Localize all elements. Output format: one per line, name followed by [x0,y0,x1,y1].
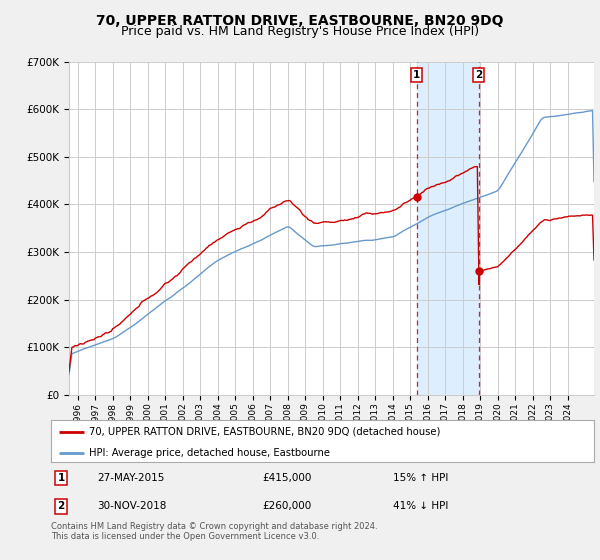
Text: 70, UPPER RATTON DRIVE, EASTBOURNE, BN20 9DQ: 70, UPPER RATTON DRIVE, EASTBOURNE, BN20… [96,14,504,28]
Text: 1: 1 [58,473,65,483]
Text: 2: 2 [58,501,65,511]
Bar [417,62,479,395]
Text: 70, UPPER RATTON DRIVE, EASTBOURNE, BN20 9DQ (detached house): 70, UPPER RATTON DRIVE, EASTBOURNE, BN20… [89,427,440,437]
Text: 1: 1 [413,70,421,80]
Text: HPI: Average price, detached house, Eastbourne: HPI: Average price, detached house, East… [89,448,330,458]
Text: 30-NOV-2018: 30-NOV-2018 [97,501,167,511]
Text: 2: 2 [475,70,482,80]
Text: 41% ↓ HPI: 41% ↓ HPI [393,501,448,511]
Text: Contains HM Land Registry data © Crown copyright and database right 2024.
This d: Contains HM Land Registry data © Crown c… [51,522,377,542]
Text: £260,000: £260,000 [263,501,312,511]
Text: £415,000: £415,000 [263,473,312,483]
Text: Price paid vs. HM Land Registry's House Price Index (HPI): Price paid vs. HM Land Registry's House … [121,25,479,38]
Text: 27-MAY-2015: 27-MAY-2015 [97,473,164,483]
Text: 15% ↑ HPI: 15% ↑ HPI [393,473,448,483]
